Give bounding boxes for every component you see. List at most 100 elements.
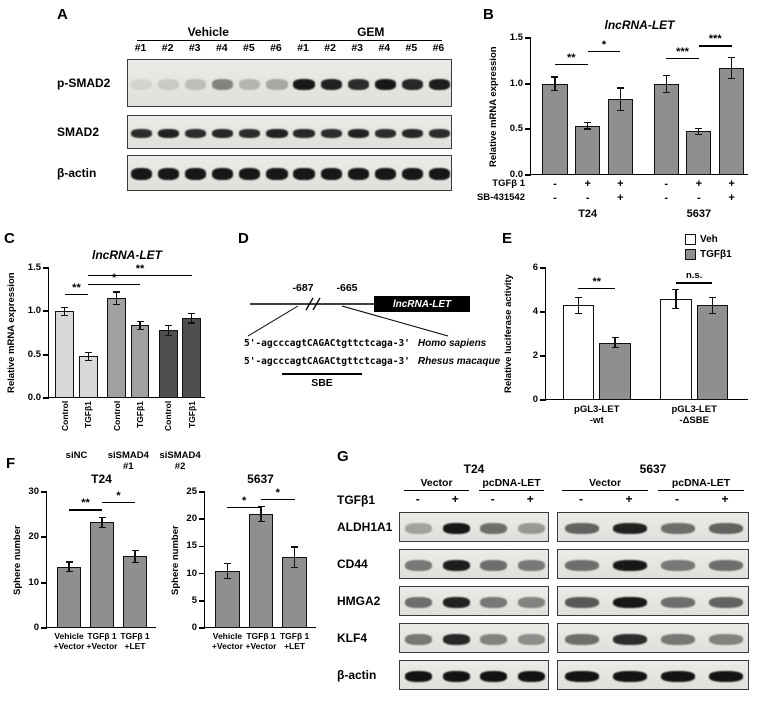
y-tick-label: 30 xyxy=(28,486,39,497)
condition-sign: + xyxy=(728,178,735,190)
y-tick-label: 0 xyxy=(191,622,197,633)
protein-band xyxy=(612,670,648,682)
x-tick-label: TGFβ 1 +Vector xyxy=(245,631,277,651)
significance-label: ** xyxy=(592,275,602,288)
protein-band xyxy=(660,633,696,645)
lane-label: #3 xyxy=(188,42,201,54)
error-bar xyxy=(134,550,136,563)
y-tick-label: 15 xyxy=(186,540,197,552)
y-tick xyxy=(199,518,205,521)
error-cap-top xyxy=(61,307,69,309)
legend-item: Veh xyxy=(685,234,718,245)
y-axis-label: Relative luciferase activity xyxy=(503,274,514,394)
error-cap-bottom xyxy=(672,307,680,309)
y-tick-label: 5 xyxy=(191,594,197,606)
chart-f-sphere-number-5637: 5637 Sphere number 0 5 10 15 20 25 * * Vehicle +Ve… xyxy=(170,472,316,651)
error-cap-bottom xyxy=(65,571,73,573)
error-cap-top xyxy=(695,127,703,129)
protein-band xyxy=(347,78,369,90)
error-cap-bottom xyxy=(113,304,120,306)
sbe-underline xyxy=(282,373,362,375)
error-bar xyxy=(139,320,141,330)
legend-item: TGFβ1 xyxy=(685,249,732,260)
y-tick xyxy=(525,128,531,131)
error-bar xyxy=(614,337,616,349)
protein-band xyxy=(612,522,648,534)
tgfb1-sign: - xyxy=(579,492,583,506)
x-tick-label: TGFβ1 xyxy=(186,401,197,428)
condition-header: Vector xyxy=(404,477,469,491)
protein-band xyxy=(708,559,744,571)
x-tick-label: Vehicle +Vector xyxy=(211,631,243,651)
panel-g-western-blot: T24 5637 Vector pcDNA-LET Vector pcDNA-LET TGF… xyxy=(337,462,757,694)
error-bar xyxy=(587,122,589,130)
protein-band xyxy=(212,128,234,138)
bar xyxy=(248,513,274,628)
significance-line xyxy=(88,283,141,285)
significance-label: *** xyxy=(676,46,689,59)
significance-label: * xyxy=(116,489,121,502)
error-cap-bottom xyxy=(84,359,92,361)
y-tick-label: 2 xyxy=(532,350,538,361)
protein-band xyxy=(708,633,744,645)
lane-label: #2 xyxy=(161,42,174,54)
bar xyxy=(653,83,679,175)
lane-label: #4 xyxy=(378,42,391,54)
error-cap-top xyxy=(98,516,106,519)
protein-band xyxy=(442,559,470,571)
panel-a-western-blot: Vehicle GEM #1 #2 #3 #4 #5 #6 #1 #2 #3 #4 #5 #6 p-SMAD… xyxy=(57,25,457,200)
y-tick xyxy=(540,267,546,269)
protein-band xyxy=(428,128,451,138)
y-axis-label: Relative mRNA expression xyxy=(488,46,499,167)
blot-box xyxy=(557,660,749,690)
seq-prefix: 5'-agcccagt xyxy=(244,338,307,349)
condition-header: Vector xyxy=(562,477,648,491)
protein-band xyxy=(405,596,433,608)
protein-band xyxy=(347,128,369,138)
tgfb1-sign: + xyxy=(526,492,534,506)
condition-sign: - xyxy=(553,192,557,204)
y-tick xyxy=(43,267,49,269)
panel-label-c: C xyxy=(4,230,15,247)
panel-label-g: G xyxy=(337,448,349,465)
protein-band xyxy=(517,670,545,682)
bar xyxy=(215,570,240,628)
protein-band xyxy=(374,168,396,180)
y-tick xyxy=(540,311,546,313)
protein-band xyxy=(517,559,545,571)
blot-box xyxy=(399,623,549,653)
sbe-label: SBE xyxy=(311,377,333,389)
significance-line xyxy=(587,50,621,53)
y-axis-label: Sphere number xyxy=(12,525,23,595)
chart-title: T24 xyxy=(91,472,112,486)
x-tick-label: Control xyxy=(59,401,70,432)
panel-label-e: E xyxy=(502,230,513,247)
condition-sign: + xyxy=(695,178,703,190)
error-cap-bottom xyxy=(611,347,619,349)
panel-label-f: F xyxy=(6,455,16,472)
y-tick-label: 10 xyxy=(186,567,197,579)
error-cap-bottom xyxy=(61,314,69,316)
y-tick xyxy=(43,310,49,313)
protein-band xyxy=(293,168,315,180)
tgfb1-sign: + xyxy=(721,492,729,506)
protein-band xyxy=(374,128,396,138)
error-bar xyxy=(619,87,621,112)
y-tick xyxy=(525,37,531,39)
significance-line xyxy=(554,63,588,65)
chart-f-sphere-number-t24: T24 Sphere number 0 10 20 30 ** * Vehicle +Vecto… xyxy=(12,472,156,651)
protein-band xyxy=(185,78,207,90)
error-cap-top xyxy=(708,296,716,298)
error-cap-top xyxy=(662,74,670,76)
blot-box xyxy=(557,586,749,616)
protein-band xyxy=(130,128,153,138)
error-bar xyxy=(68,561,70,573)
error-cap-top xyxy=(574,296,582,298)
error-bar xyxy=(675,288,677,309)
y-tick xyxy=(540,355,546,357)
promoter-position-687: -687 xyxy=(292,282,314,294)
error-bar xyxy=(191,313,193,324)
blot-box xyxy=(127,59,452,107)
protein-band xyxy=(660,522,696,534)
protein-band xyxy=(564,633,600,645)
